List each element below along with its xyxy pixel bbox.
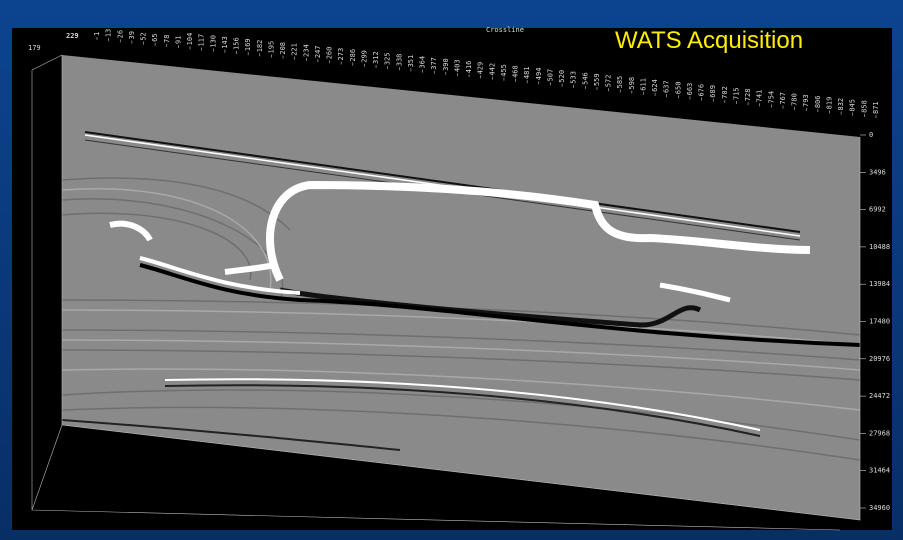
depth-labels: 0 3496 6992 10488 13984 17480 20976 24472 27968 3…	[860, 131, 890, 512]
crossline-label: 130	[209, 35, 217, 48]
crossline-label: 455	[500, 64, 508, 77]
reflectors	[62, 131, 860, 461]
depth-label: 34960	[869, 504, 890, 512]
crossline-label: 819	[825, 97, 833, 110]
crossline-label: 312	[372, 51, 380, 64]
depth-label: 31464	[869, 467, 890, 475]
crossline-label: 351	[407, 55, 415, 68]
crossline-label: 598	[628, 77, 636, 90]
crossline-label: 507	[546, 69, 554, 82]
depth-label: 13984	[869, 280, 890, 288]
crossline-label: 117	[198, 34, 206, 47]
panel	[62, 55, 860, 520]
crossline-label: 182	[256, 40, 264, 53]
crossline-label: 39	[128, 31, 136, 39]
crossline-label: 169	[244, 38, 252, 51]
crossline-label: 741	[756, 90, 764, 103]
crossline-label: 624	[651, 79, 659, 92]
slide-title: WATS Acquisition	[615, 27, 803, 54]
crossline-label: 780	[791, 93, 799, 106]
crossline-label: 520	[558, 70, 566, 83]
crossline-label: 221	[291, 43, 299, 56]
crossline-label: 364	[419, 56, 427, 69]
crossline-label: 728	[744, 89, 752, 102]
crossline-label: 715	[732, 87, 740, 100]
crossline-label: 702	[721, 86, 729, 99]
crossline-label: 533	[570, 71, 578, 84]
crossline-label: 663	[686, 83, 694, 96]
panel-edge	[61, 55, 861, 521]
crossline-label: 403	[453, 59, 461, 72]
crossline-label: 429	[477, 62, 485, 75]
crossline-label: 65	[151, 33, 159, 41]
depth-label: 20976	[869, 355, 890, 363]
seismic-section	[31, 54, 861, 531]
crossline-label: 767	[779, 92, 787, 105]
depth-label: 27968	[869, 429, 890, 437]
inline-label: 229	[66, 32, 79, 40]
depth-label: 24472	[869, 392, 890, 400]
crossline-label: 754	[767, 91, 775, 104]
crossline-label: 234	[302, 44, 310, 57]
crossline-label: 494	[535, 68, 543, 81]
crossline-labels: 1 13 26 39 52 65 78 91 104 117 130 143 156 169 182 195 2…	[93, 29, 880, 118]
crossline-label: 793	[802, 94, 810, 107]
crossline-label: 78	[163, 35, 171, 43]
crossline-label: 468	[512, 65, 520, 78]
crossline-label: 299	[360, 50, 368, 63]
crossline-label: 273	[337, 48, 345, 61]
crossline-label: 611	[639, 78, 647, 91]
crossline-label: 546	[581, 72, 589, 85]
crossline-label: 104	[186, 33, 194, 46]
crossline-label: 858	[860, 100, 868, 113]
crossline-label: 286	[349, 49, 357, 62]
crossline-label: 845	[849, 99, 857, 112]
crossline-label: 689	[709, 85, 717, 98]
crossline-label: 585	[616, 76, 624, 89]
crossline-label: 91	[174, 36, 182, 44]
crossline-label: 1	[93, 32, 101, 36]
crossline-label: 13	[105, 29, 113, 37]
crossline-label: 572	[605, 75, 613, 88]
crossline-label: 559	[593, 73, 601, 86]
depth-label: 3496	[869, 168, 886, 176]
crossline-label: 260	[326, 47, 334, 60]
depth-label: 10488	[869, 243, 890, 251]
crossline-label: 247	[314, 45, 322, 58]
crossline-label: 377	[430, 57, 438, 70]
crossline-label: 832	[837, 98, 845, 111]
axis-title: Crossline	[486, 26, 524, 34]
depth-label: 17480	[869, 318, 890, 326]
crossline-label: 26	[116, 30, 124, 38]
crossline-label: 481	[523, 66, 531, 79]
corner-label: 179	[28, 44, 41, 52]
crossline-label: 325	[384, 52, 392, 65]
crossline-label: 208	[279, 42, 287, 55]
crossline-label: 156	[233, 37, 241, 50]
crossline-label: 390	[442, 58, 450, 71]
depth-label: 0	[869, 131, 873, 139]
crossline-label: 195	[267, 41, 275, 54]
crossline-label: 637	[663, 80, 671, 93]
depth-label: 6992	[869, 206, 886, 214]
crossline-label: 338	[395, 54, 403, 67]
crossline-label: 442	[488, 63, 496, 76]
crossline-label: 52	[140, 32, 148, 40]
crossline-label: 650	[674, 82, 682, 95]
crossline-label: 806	[814, 96, 822, 109]
crossline-label: 143	[221, 36, 229, 49]
crossline-label: 676	[698, 84, 706, 97]
crossline-label: 416	[465, 61, 473, 74]
box-edge	[31, 54, 63, 71]
box-edge	[31, 424, 63, 511]
crossline-label: 871	[872, 101, 880, 114]
